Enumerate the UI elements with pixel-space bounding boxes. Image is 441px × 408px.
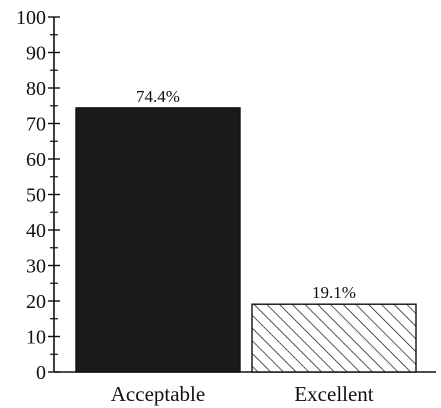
x-category-label-excellent: Excellent [294,382,373,406]
y-tick-label: 80 [26,78,46,100]
bar-excellent [251,303,417,373]
y-tick-label: 10 [26,327,46,349]
y-tick-label: 20 [26,291,46,313]
x-category-label-acceptable: Acceptable [111,382,205,406]
axes: 0 10 20 30 40 50 60 70 80 90 100 [16,7,436,384]
data-label-acceptable: 74.4% [136,87,180,106]
bars [75,107,417,373]
bar-acceptable [75,107,241,373]
labels: 74.4% Acceptable 19.1% Excellent [111,87,374,406]
y-tick-label: 60 [26,149,46,171]
y-tick-label: 0 [36,362,46,384]
y-tick-label: 40 [26,220,46,242]
y-tick-label: 70 [26,114,46,136]
y-tick-label: 90 [26,43,46,65]
data-label-excellent: 19.1% [312,283,356,302]
y-tick-label: 30 [26,256,46,278]
y-tick-label: 50 [26,185,46,207]
y-tick-label: 100 [16,7,46,29]
